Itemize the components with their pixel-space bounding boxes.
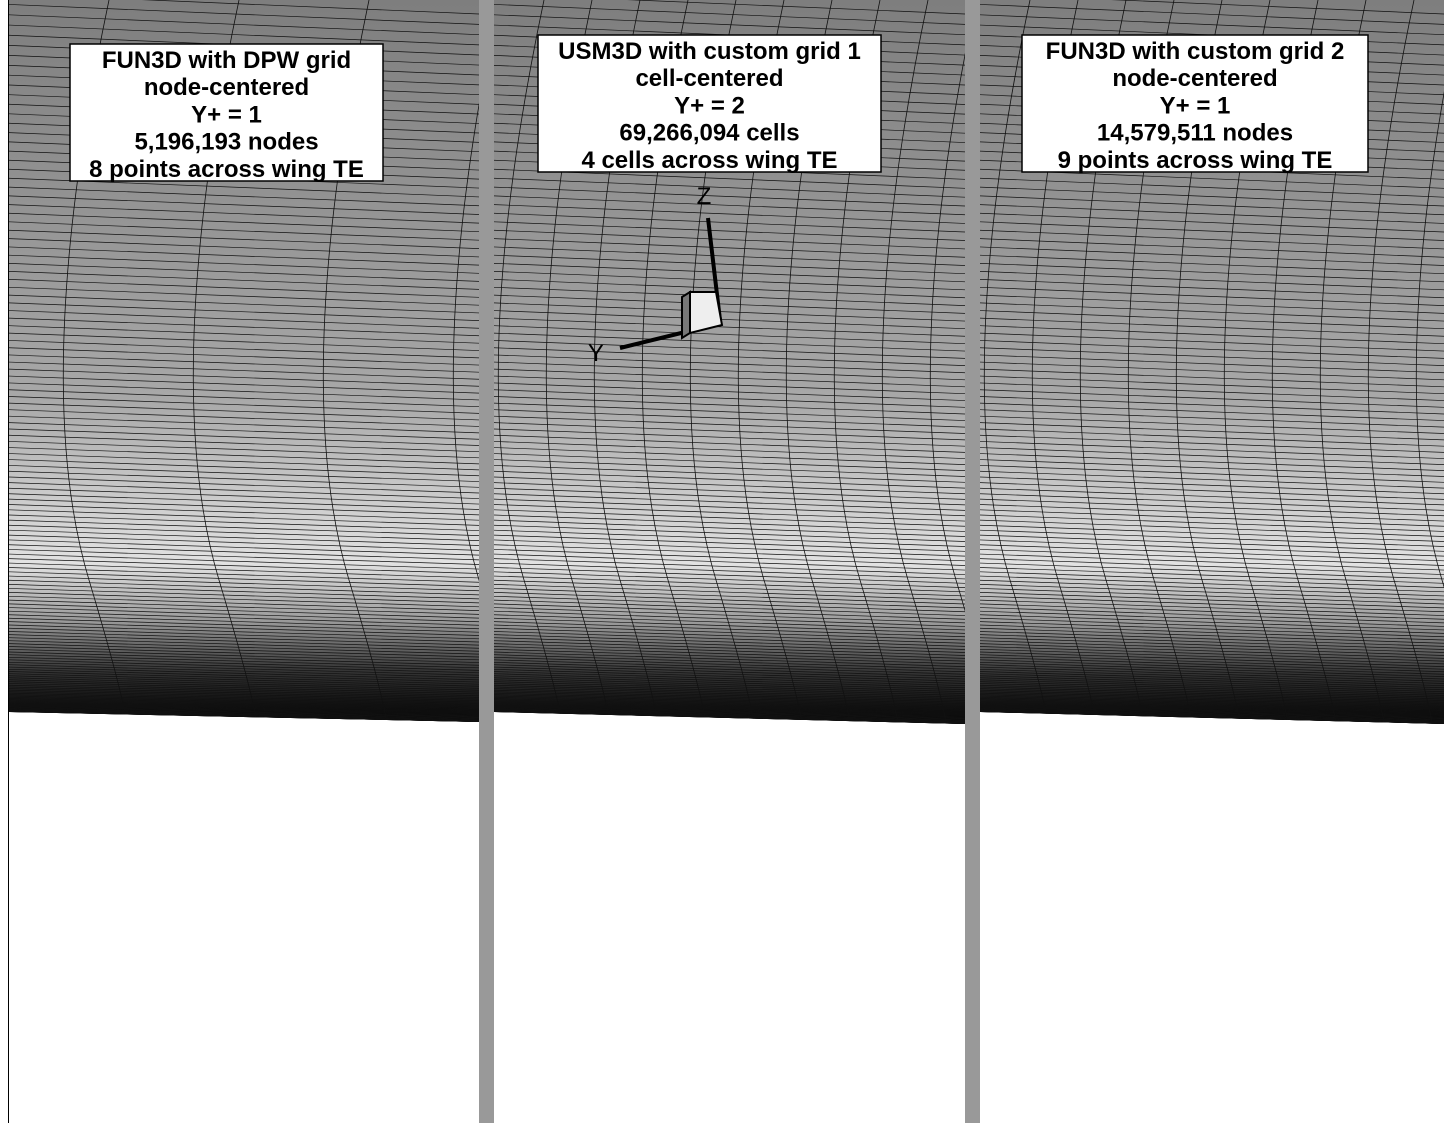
label-line: USM3D with custom grid 1 bbox=[558, 38, 861, 65]
label-line: cell-centered bbox=[635, 65, 783, 92]
label-line: FUN3D with custom grid 2 bbox=[1046, 38, 1345, 65]
label-line: 5,196,193 nodes bbox=[134, 129, 318, 156]
z-label: Z bbox=[697, 183, 712, 210]
cube-side bbox=[682, 292, 690, 338]
y-label: Y bbox=[588, 340, 604, 367]
label-line: Y+ = 1 bbox=[1160, 92, 1231, 119]
label-line: Y+ = 1 bbox=[191, 101, 262, 128]
label-line: 8 points across wing TE bbox=[89, 156, 364, 183]
label-line: 14,579,511 nodes bbox=[1097, 120, 1293, 147]
labels: FUN3D with DPW gridnode-centeredY+ = 15,… bbox=[70, 35, 1368, 183]
label-line: Y+ = 2 bbox=[674, 92, 745, 119]
separator bbox=[965, 0, 980, 1123]
separator bbox=[479, 0, 494, 1123]
label-line: node-centered bbox=[144, 74, 309, 101]
label-line: 9 points across wing TE bbox=[1058, 147, 1333, 174]
label-line: 69,266,094 cells bbox=[619, 120, 799, 147]
figure: Z Y FUN3D with DPW gridnode-centeredY+ =… bbox=[0, 0, 1444, 1123]
label-line: node-centered bbox=[1112, 65, 1277, 92]
label-line: 4 cells across wing TE bbox=[581, 147, 837, 174]
label-line: FUN3D with DPW grid bbox=[102, 47, 351, 74]
cube-face bbox=[690, 292, 722, 333]
